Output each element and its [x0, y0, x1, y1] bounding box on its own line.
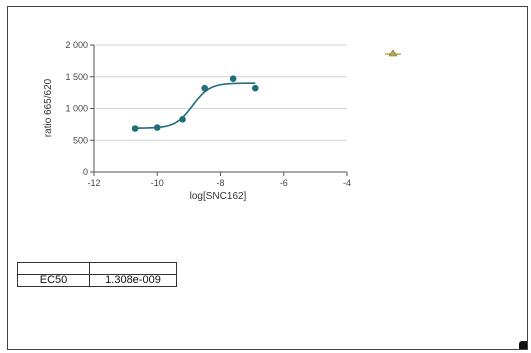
x-tick-label: -4 — [343, 178, 351, 188]
resize-handle-icon — [519, 341, 527, 349]
x-tick-label: -10 — [151, 178, 164, 188]
grid-lines — [94, 44, 347, 141]
data-point — [201, 84, 208, 92]
tick-labels: 0 500 1 000 1 500 2 000 -12 -10 -8 -6 -4 — [65, 40, 351, 188]
data-point — [179, 115, 186, 123]
data-point — [229, 75, 237, 82]
x-tick-label: -12 — [87, 178, 100, 188]
y-tick-label: 500 — [73, 135, 88, 145]
table-row: EC50 1.308e-009 — [17, 274, 177, 287]
table-row — [17, 262, 177, 275]
data-point — [251, 84, 259, 92]
y-tick-label: 1 500 — [65, 72, 88, 82]
x-tick-label: -6 — [280, 178, 288, 188]
legend-triangle-icon — [388, 49, 398, 57]
ec50-label: EC50 — [17, 274, 90, 287]
y-tick-label: 2 000 — [65, 40, 88, 50]
table-cell — [17, 262, 90, 275]
x-tick-label: -8 — [216, 178, 224, 188]
data-point — [131, 125, 139, 132]
data-points — [131, 75, 259, 132]
fit-curve — [131, 82, 256, 129]
ec50-value: 1.308e-009 — [89, 274, 177, 287]
x-axis-label: log[SNC162] — [190, 191, 247, 202]
y-axis-label: ratio 665/620 — [43, 78, 54, 137]
results-table: EC50 1.308e-009 — [17, 262, 177, 287]
legend — [385, 49, 401, 57]
data-point — [153, 124, 161, 131]
y-tick-label: 0 — [83, 167, 88, 177]
table-cell — [89, 262, 177, 275]
y-tick-label: 1 000 — [65, 104, 88, 114]
axes — [90, 44, 348, 176]
